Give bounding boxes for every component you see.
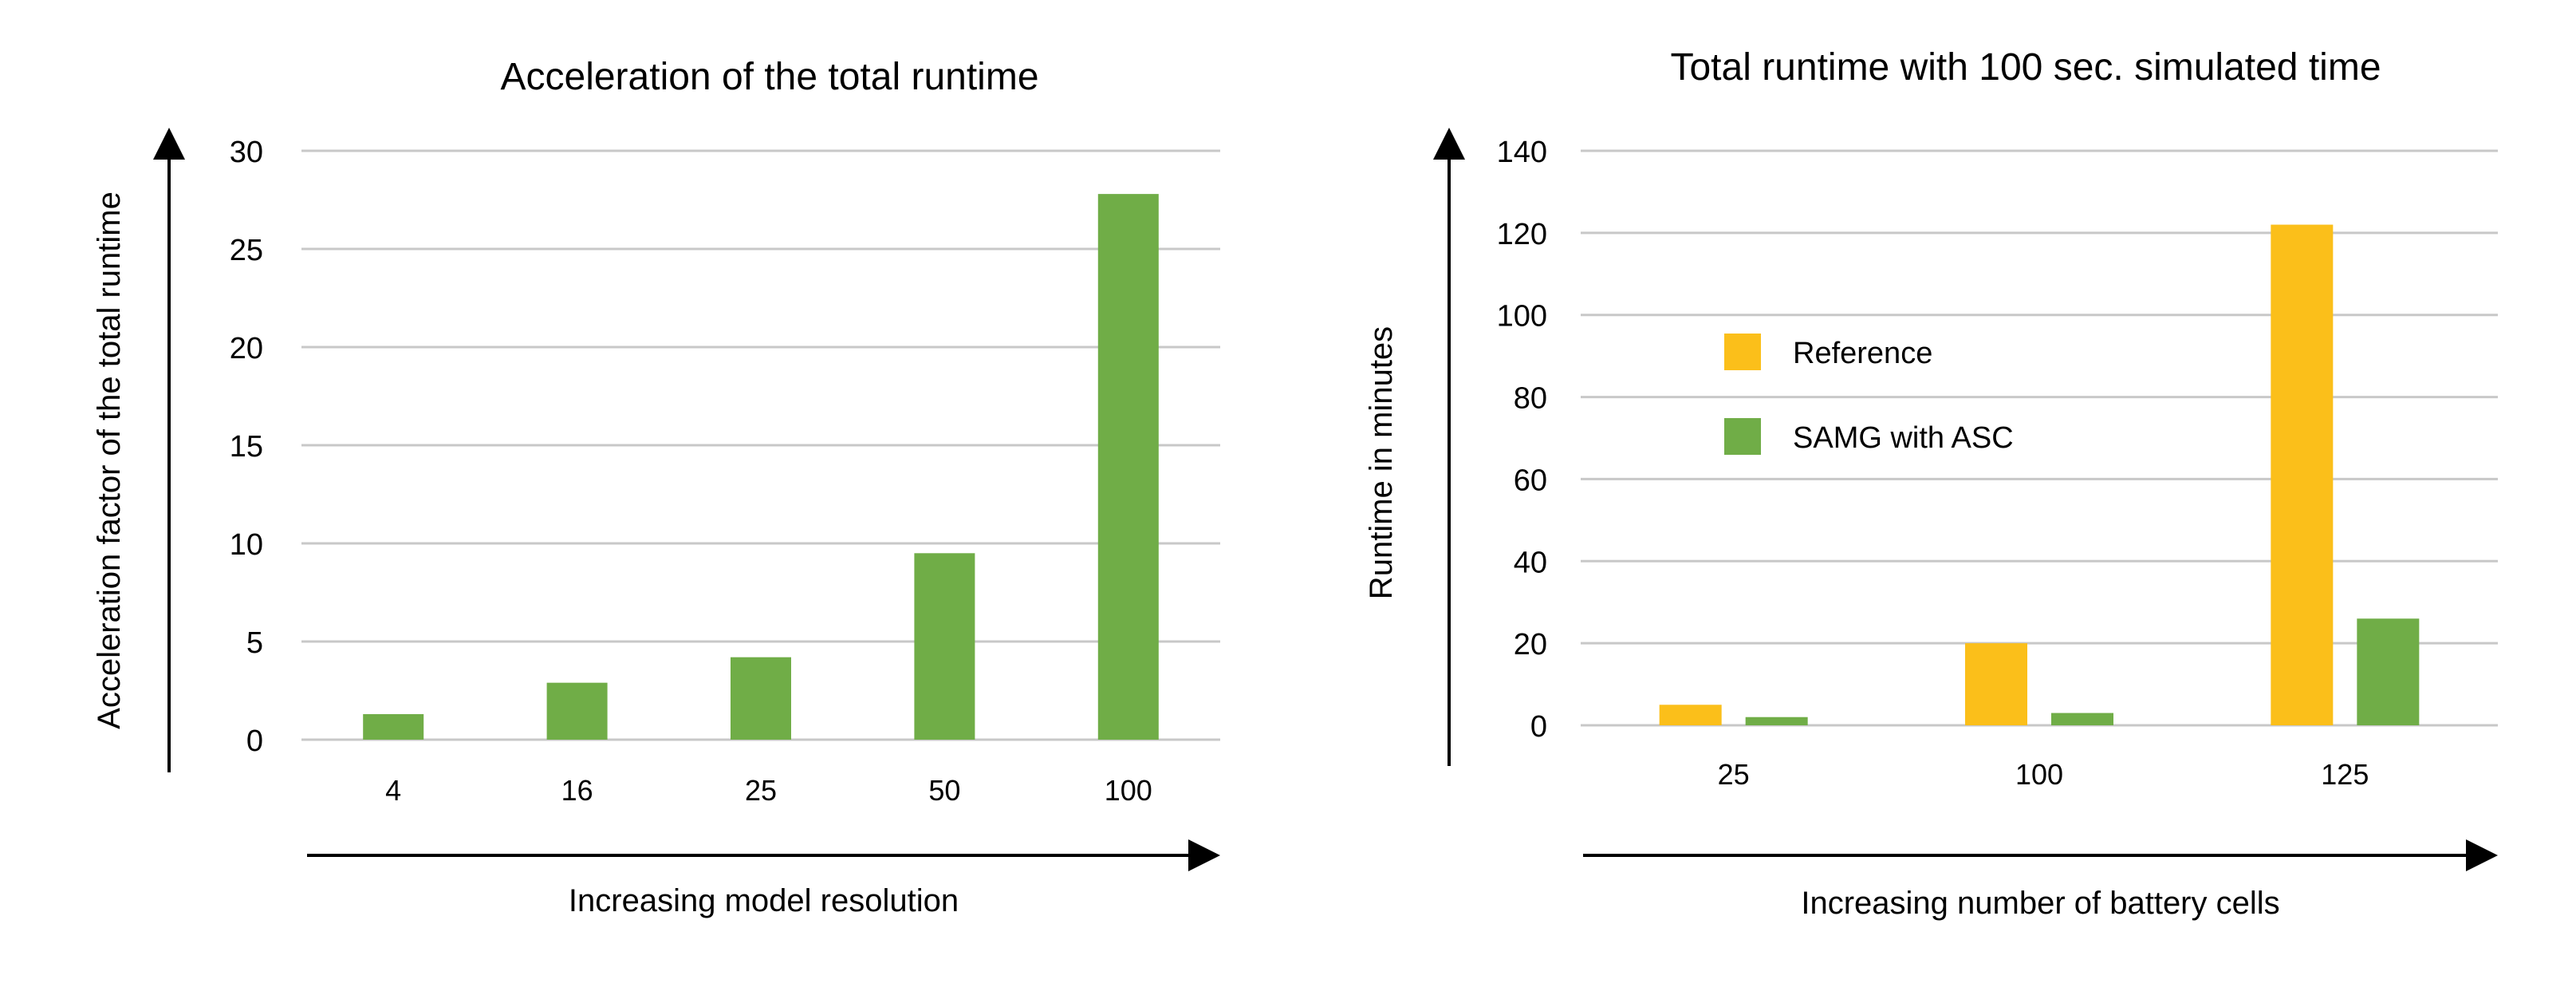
bar-samg-with-asc-100 bbox=[2051, 713, 2113, 725]
y-tick-label: 0 bbox=[1530, 710, 1547, 744]
y-tick-label: 20 bbox=[230, 332, 263, 365]
x-tick-label: 4 bbox=[385, 774, 401, 807]
y-tick-label: 5 bbox=[246, 626, 263, 660]
y-tick-label: 15 bbox=[230, 430, 263, 464]
bar-series-16 bbox=[546, 682, 608, 740]
x-tick-label: 100 bbox=[1105, 774, 1152, 807]
y-tick-label: 140 bbox=[1497, 136, 1547, 169]
bar-reference-100 bbox=[1965, 643, 2027, 725]
y-tick-label: 100 bbox=[1497, 300, 1547, 334]
x-tick-label: 100 bbox=[2015, 758, 2063, 791]
y-tick-label: 40 bbox=[1514, 546, 1547, 579]
x-tick-label: 50 bbox=[928, 774, 960, 807]
x-axis-label: Increasing number of battery cells bbox=[1801, 886, 2279, 921]
bar-series-25 bbox=[731, 657, 791, 740]
bar-series-50 bbox=[914, 553, 975, 740]
legend-swatch bbox=[1724, 334, 1761, 370]
y-tick-label: 0 bbox=[246, 724, 263, 758]
bar-samg-with-asc-25 bbox=[1745, 717, 1808, 725]
y-tick-label: 60 bbox=[1514, 464, 1547, 497]
chart-title: Acceleration of the total runtime bbox=[500, 56, 1038, 98]
x-tick-label: 25 bbox=[1718, 758, 1750, 791]
right-grouped-bar-chart: 0 20 40 60 80 100 120 140 25 100 125 Total runtime … bbox=[1364, 46, 2498, 921]
x-tick-label: 25 bbox=[745, 774, 777, 807]
x-axis-label: Increasing model resolution bbox=[569, 883, 959, 918]
bar-reference-125 bbox=[2271, 224, 2334, 726]
legend-swatch bbox=[1724, 418, 1761, 455]
y-tick-label: 20 bbox=[1514, 628, 1547, 661]
x-tick-label: 125 bbox=[2321, 758, 2369, 791]
left-bar-chart: 0 5 10 15 20 25 30 4 16 25 50 100 Acceleration of th… bbox=[92, 56, 1220, 918]
y-tick-label: 10 bbox=[230, 528, 263, 562]
bar-series-100 bbox=[1097, 194, 1159, 740]
bar-samg-with-asc-125 bbox=[2357, 618, 2420, 725]
legend-label: SAMG with ASC bbox=[1793, 421, 2014, 455]
y-axis-label: Acceleration factor of the total runtime bbox=[92, 191, 127, 729]
y-tick-label: 120 bbox=[1497, 218, 1547, 251]
legend-label: Reference bbox=[1793, 337, 1932, 370]
y-axis-label: Runtime in minutes bbox=[1364, 326, 1399, 599]
chart-title: Total runtime with 100 sec. simulated ti… bbox=[1670, 46, 2381, 89]
y-tick-label: 30 bbox=[230, 136, 263, 169]
x-tick-label: 16 bbox=[561, 774, 593, 807]
bar-reference-25 bbox=[1659, 705, 1722, 725]
y-tick-label: 25 bbox=[230, 234, 263, 267]
y-tick-label: 80 bbox=[1514, 382, 1547, 416]
bar-series-4 bbox=[363, 714, 424, 740]
